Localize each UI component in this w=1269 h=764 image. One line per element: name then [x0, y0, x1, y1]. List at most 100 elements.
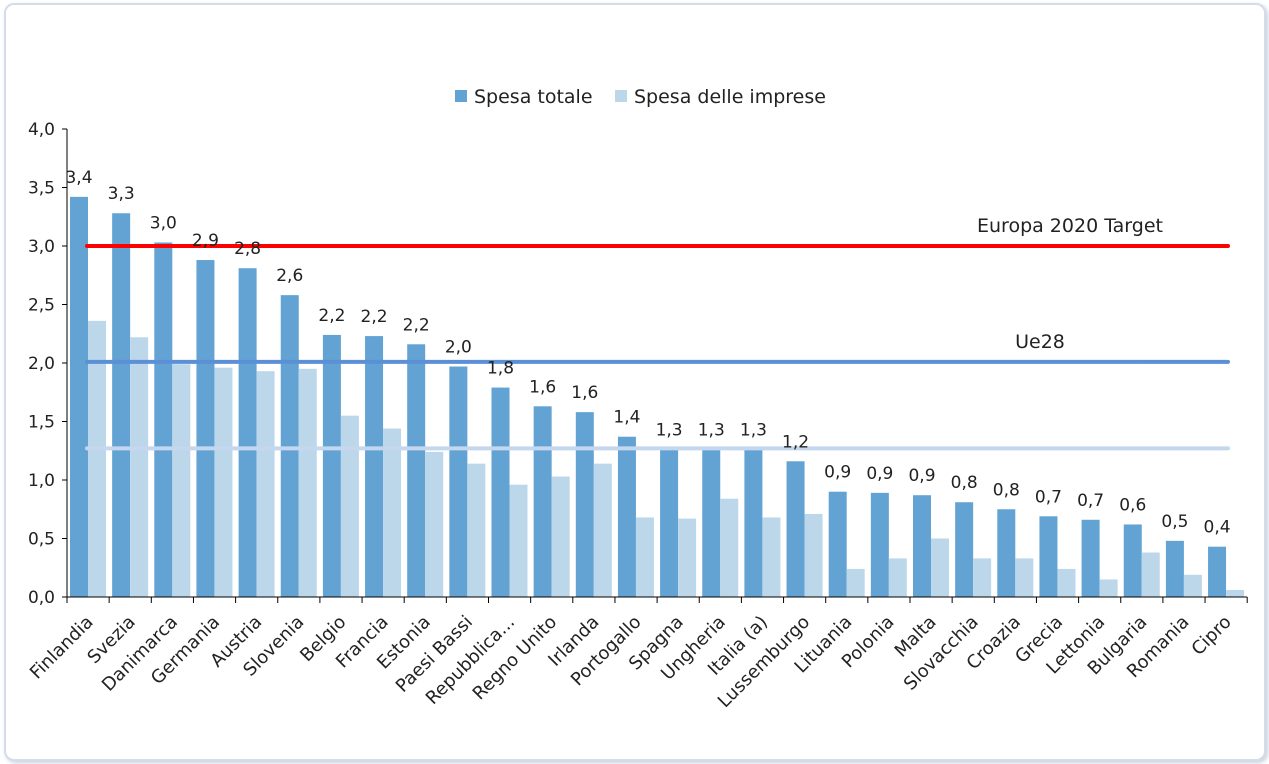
bar-spesa-totale: [617, 436, 636, 597]
bar-spesa-totale: [997, 509, 1016, 597]
bar-spesa-imprese: [551, 476, 570, 597]
bar-spesa-imprese: [762, 517, 781, 597]
bar-spesa-imprese: [383, 428, 402, 597]
data-label: 2,0: [445, 338, 472, 358]
data-label: 2,2: [403, 315, 430, 335]
bar-spesa-totale: [870, 492, 889, 597]
data-label: 0,9: [866, 464, 893, 484]
data-label: 1,6: [529, 377, 556, 397]
bar-spesa-imprese: [635, 517, 654, 597]
bar-spesa-totale: [280, 295, 299, 597]
data-label: 2,2: [318, 306, 345, 326]
legend: Spesa totale Spesa delle imprese: [455, 86, 826, 108]
bar-spesa-totale: [913, 495, 931, 597]
data-label: 1,3: [740, 421, 767, 441]
bars: [70, 196, 1245, 598]
bar-spesa-imprese: [1099, 579, 1118, 597]
bar-spesa-totale: [491, 387, 510, 597]
bar-spesa-totale: [533, 406, 552, 597]
bar-spesa-imprese: [931, 538, 949, 597]
data-label: 1,3: [656, 421, 683, 441]
data-label: 2,6: [276, 266, 303, 286]
bar-spesa-totale: [1208, 546, 1227, 597]
data-label: 0,9: [824, 463, 851, 483]
bar-spesa-imprese: [298, 368, 317, 597]
bar-spesa-totale: [828, 491, 847, 597]
bar-spesa-imprese: [593, 463, 612, 597]
legend-swatch-spesa-imprese: [615, 90, 627, 102]
bar-spesa-imprese: [720, 498, 739, 597]
reference-line-label: Ue28: [1015, 331, 1065, 353]
bar-spesa-totale: [744, 449, 763, 597]
x-axis: FinlandiaSveziaDanimarcaGermaniaAustriaS…: [26, 596, 1248, 712]
bar-spesa-totale: [238, 268, 257, 597]
y-tick-label: 4,0: [28, 120, 55, 140]
bar-spesa-imprese: [425, 451, 444, 597]
y-tick-label: 0,0: [28, 588, 55, 608]
bar-spesa-totale: [575, 412, 594, 597]
data-label: 0,7: [1077, 491, 1104, 511]
bar-spesa-totale: [322, 334, 341, 597]
y-tick-label: 3,5: [28, 179, 55, 199]
data-label: 1,4: [613, 408, 640, 428]
bar-spesa-imprese: [1226, 589, 1245, 597]
bar-spesa-imprese: [1057, 568, 1076, 597]
bar-spesa-imprese: [130, 337, 149, 597]
bar-spesa-imprese: [88, 320, 106, 597]
y-tick-label: 3,0: [28, 237, 55, 257]
data-label: 0,7: [1035, 487, 1062, 507]
data-label: 0,8: [951, 473, 978, 493]
bar-spesa-imprese: [846, 568, 865, 597]
bar-spesa-imprese: [467, 463, 486, 597]
bar-spesa-totale: [407, 344, 426, 597]
data-label: 2,9: [192, 231, 219, 251]
bar-spesa-totale: [1123, 524, 1142, 597]
y-tick-label: 2,0: [28, 354, 55, 374]
data-label: 0,4: [1204, 518, 1231, 538]
y-tick-label: 2,5: [28, 296, 55, 316]
x-tick-label: Cipro: [1188, 612, 1236, 660]
bar-spesa-totale: [1039, 516, 1058, 597]
bar-spesa-imprese: [509, 484, 528, 597]
bar-spesa-totale: [1081, 519, 1100, 597]
legend-swatch-spesa-totale: [455, 90, 467, 102]
bar-spesa-totale: [955, 502, 974, 597]
bar-spesa-imprese: [804, 513, 823, 597]
data-labels: 3,4 3,3 3,0 2,9 2,8 2,6 2,2 2,2 2,2 2,0 1,8 1,6 1,6 1…: [65, 168, 1230, 538]
data-label: 2,8: [234, 239, 261, 259]
data-label: 3,0: [150, 213, 177, 233]
bar-spesa-totale: [660, 449, 679, 597]
bar-spesa-totale: [365, 336, 384, 597]
legend-label-spesa-imprese: Spesa delle imprese: [634, 86, 826, 108]
data-label: 1,3: [698, 421, 725, 441]
bar-spesa-imprese: [888, 558, 907, 597]
data-label: 2,2: [361, 307, 388, 327]
y-tick-label: 1,5: [28, 413, 55, 433]
data-label: 0,9: [908, 466, 935, 486]
data-label: 1,2: [782, 432, 809, 452]
y-axis: 0,0 0,5 1,0 1,5 2,0 2,5 3,0 3,5 4,0: [28, 120, 68, 608]
reference-lines: Europa 2020 Target Ue28: [85, 215, 1230, 451]
bar-spesa-totale: [449, 366, 468, 597]
y-tick-label: 1,0: [28, 471, 55, 491]
bar-spesa-imprese: [678, 518, 697, 597]
data-label: 0,5: [1161, 512, 1188, 532]
data-label: 1,8: [487, 359, 514, 379]
y-tick-label: 0,5: [28, 530, 55, 550]
bar-spesa-totale: [70, 196, 88, 598]
data-label: 3,3: [108, 184, 135, 204]
bar-spesa-imprese: [973, 558, 992, 597]
data-label: 0,8: [993, 480, 1020, 500]
x-tick-label: Finlandia: [26, 612, 98, 684]
bar-spesa-totale: [154, 242, 173, 598]
bar-spesa-imprese: [1015, 558, 1034, 597]
reference-line-label: Europa 2020 Target: [977, 215, 1163, 237]
bar-spesa-imprese: [340, 415, 359, 597]
bar-spesa-totale: [786, 461, 805, 597]
bar-spesa-imprese: [1183, 574, 1202, 597]
data-label: 1,6: [571, 383, 598, 403]
bar-spesa-imprese: [1141, 552, 1160, 597]
bar-spesa-imprese: [256, 371, 275, 597]
bar-spesa-imprese: [214, 367, 233, 597]
